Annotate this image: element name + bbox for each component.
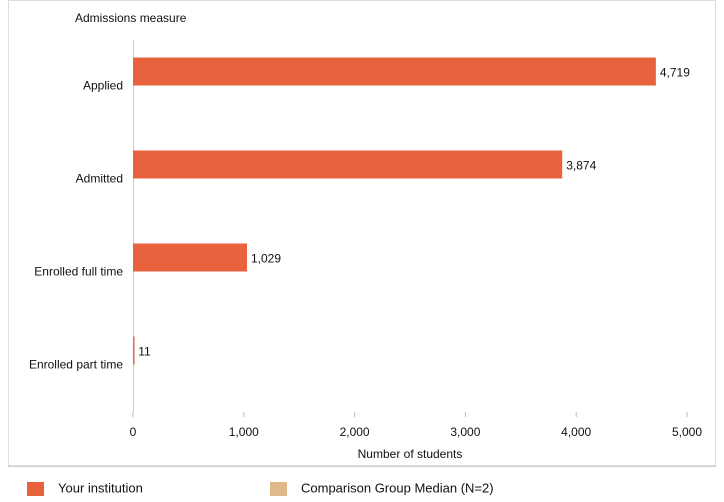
x-tick-label: 5,000 bbox=[672, 425, 702, 439]
x-tick-label: 0 bbox=[130, 425, 137, 439]
y-tick-label: Enrolled full time bbox=[34, 265, 123, 279]
y-tick-label: Enrolled part time bbox=[29, 358, 123, 372]
legend-label: Comparison Group Median (N=2) bbox=[301, 480, 494, 495]
y-tick-label: Applied bbox=[83, 79, 123, 93]
data-label: 3,874 bbox=[566, 159, 596, 173]
data-label: 11 bbox=[138, 345, 151, 359]
chart-title: Admissions measure bbox=[75, 11, 187, 25]
bar bbox=[133, 150, 563, 179]
chart-frame bbox=[8, 0, 716, 466]
bar bbox=[133, 57, 656, 86]
data-label: 1,029 bbox=[251, 252, 281, 266]
legend-label: Your institution bbox=[58, 480, 143, 495]
bar bbox=[133, 243, 248, 272]
y-tick-label: Admitted bbox=[76, 172, 123, 186]
data-label: 4,719 bbox=[660, 66, 690, 80]
bar bbox=[133, 336, 135, 365]
x-tick-label: 3,000 bbox=[450, 425, 480, 439]
x-tick-label: 4,000 bbox=[561, 425, 591, 439]
x-axis-title: Number of students bbox=[358, 447, 463, 461]
legend-swatch bbox=[270, 482, 287, 496]
x-tick-label: 1,000 bbox=[229, 425, 259, 439]
x-tick-label: 2,000 bbox=[340, 425, 370, 439]
legend-swatch bbox=[27, 482, 44, 496]
